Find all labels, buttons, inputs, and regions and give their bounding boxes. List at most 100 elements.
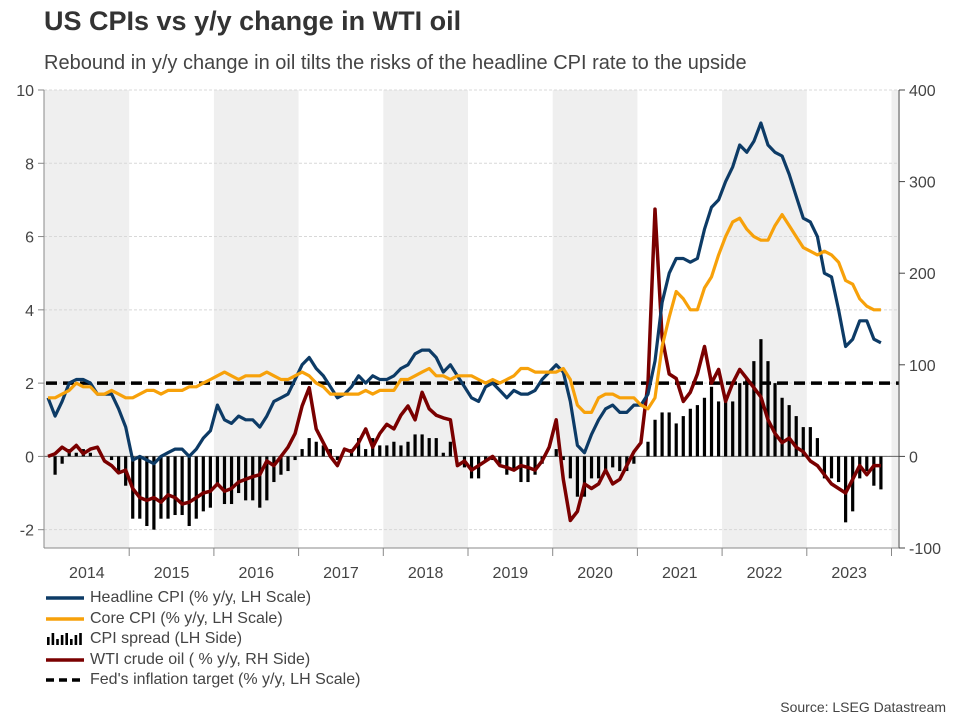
shaded-year-band xyxy=(891,90,898,548)
cpi-spread-bar xyxy=(794,416,798,457)
cpi-spread-bar xyxy=(808,427,812,457)
legend-line-swatch-icon xyxy=(46,658,84,662)
left-tick-label: 8 xyxy=(25,156,34,173)
cpi-spread-bar xyxy=(166,456,170,519)
chart-subtitle: Rebound in y/y change in oil tilts the r… xyxy=(44,52,747,74)
legend-item: Core CPI (% y/y, LH Scale) xyxy=(44,609,360,630)
x-tick-label: 2018 xyxy=(408,565,444,582)
cpi-spread-bar xyxy=(434,438,438,457)
cpi-spread-bar xyxy=(385,445,389,457)
cpi-spread-bar xyxy=(152,456,156,530)
left-tick-label: 2 xyxy=(25,376,34,393)
cpi-spread-bar xyxy=(356,438,361,457)
cpi-spread-bar xyxy=(448,441,452,457)
left-tick-label: 0 xyxy=(25,449,34,466)
legend-label: Headline CPI (% y/y, LH Scale) xyxy=(90,589,312,607)
shaded-year-band xyxy=(213,90,299,548)
cpi-spread-bar xyxy=(533,456,537,475)
cpi-spread-bar xyxy=(653,419,657,457)
legend-dashed-swatch-icon xyxy=(46,678,84,682)
cpi-spread-bar xyxy=(695,405,699,457)
cpi-spread-bar xyxy=(392,441,396,457)
wti-oil-line xyxy=(47,207,881,523)
legend-line-swatch-icon xyxy=(46,617,84,621)
cpi-spread-bar xyxy=(716,401,721,457)
cpi-spread-bar xyxy=(766,361,770,457)
cpi-spread-bar xyxy=(667,412,671,457)
shaded-year-band xyxy=(722,90,807,548)
cpi-spread-bar xyxy=(589,456,594,479)
x-tick-label: 2017 xyxy=(323,565,359,582)
cpi-spread-bar xyxy=(159,456,163,519)
cpi-spread-bar xyxy=(138,456,142,519)
cpi-spread-bar xyxy=(596,456,601,479)
x-tick-label: 2015 xyxy=(154,565,190,582)
x-tick-label: 2023 xyxy=(831,565,867,582)
x-tick-label: 2016 xyxy=(238,565,274,582)
cpi-spread-bar xyxy=(879,456,883,490)
cpi-spread-bar xyxy=(215,456,220,486)
cpi-spread-bar xyxy=(632,456,636,464)
cpi-spread-bar xyxy=(512,456,516,472)
right-tick-label: 300 xyxy=(909,175,936,192)
left-tick-label: -2 xyxy=(20,523,34,540)
shaded-year-band xyxy=(44,90,130,548)
cpi-spread-bar xyxy=(222,456,227,505)
cpi-spread-bar xyxy=(575,456,580,497)
cpi-spread-bar xyxy=(187,456,191,527)
cpi-spread-bar xyxy=(851,456,855,512)
left-tick-label: 10 xyxy=(16,83,34,100)
x-axis-ticks: 2014 2015 2016 2017 2018 2019 2020 2021 2022 2023 xyxy=(69,548,892,582)
cpi-spread-bar xyxy=(709,386,714,457)
left-tick-label: 6 xyxy=(25,230,34,247)
cpi-spread-bar xyxy=(378,445,382,457)
legend-label: Fed's inflation target (% y/y, LH Scale) xyxy=(90,671,361,689)
headline-cpi-line xyxy=(46,121,882,466)
legend-label: Core CPI (% y/y, LH Scale) xyxy=(90,609,283,627)
x-tick-label: 2021 xyxy=(662,565,698,582)
cpi-spread-bar xyxy=(829,456,834,479)
series-lines xyxy=(46,121,899,523)
cpi-spread-bar xyxy=(731,401,735,457)
chart-title: US CPIs vs y/y change in WTI oil xyxy=(44,6,462,36)
left-axis-ticks: -2 0 2 4 6 8 10 xyxy=(16,83,44,540)
cpi-spread-bar xyxy=(406,441,410,457)
legend-line-swatch-icon xyxy=(46,596,84,600)
cpi-spread-bar xyxy=(307,438,311,457)
legend-item: WTI crude oil ( % y/y, RH Side) xyxy=(44,650,360,671)
cpi-spread-bar xyxy=(646,441,650,457)
cpi-spread-bar xyxy=(561,456,565,461)
legend-label: WTI crude oil ( % y/y, RH Side) xyxy=(90,650,311,668)
cpi-spread-bar xyxy=(272,456,276,483)
x-tick-label: 2014 xyxy=(69,565,105,582)
cpi-spread-bar xyxy=(674,423,678,457)
legend-bars-swatch-icon xyxy=(47,633,82,646)
cpi-spread-bar xyxy=(787,405,791,457)
legend: Headline CPI (% y/y, LH Scale) Core CPI (… xyxy=(44,588,360,691)
cpi-spread-bar xyxy=(279,456,283,475)
cpi-spread-bar xyxy=(335,456,340,461)
cpi-spread-bar xyxy=(611,456,615,468)
legend-item: Headline CPI (% y/y, LH Scale) xyxy=(44,588,360,609)
legend-label: CPI spread (LH Side) xyxy=(90,630,243,648)
cpi-spread-bar xyxy=(194,456,198,519)
cpi-spread-bar xyxy=(604,456,608,472)
cpi-spread-bar xyxy=(568,456,572,479)
cpi-spread-bar xyxy=(88,452,92,457)
axes xyxy=(43,90,900,549)
cpi-spread-bar xyxy=(60,456,64,464)
cpi-spread-bar xyxy=(145,456,149,527)
cpi-spread-bar xyxy=(822,456,827,479)
shaded-year-band xyxy=(552,90,638,548)
cpi-spread-bar xyxy=(229,456,234,505)
cpi-spread-bar xyxy=(738,383,742,457)
cpi-spread-bar xyxy=(201,456,205,512)
cpi-spread-bar xyxy=(180,456,184,516)
cpi-spread-bar xyxy=(208,456,212,508)
right-axis-ticks: -100 0 100 200 300 400 xyxy=(899,83,941,558)
legend-item: Fed's inflation target (% y/y, LH Scale) xyxy=(44,670,360,691)
right-tick-label: -100 xyxy=(909,541,941,558)
cpi-spread-bar xyxy=(173,456,177,516)
right-tick-label: 200 xyxy=(909,266,936,283)
